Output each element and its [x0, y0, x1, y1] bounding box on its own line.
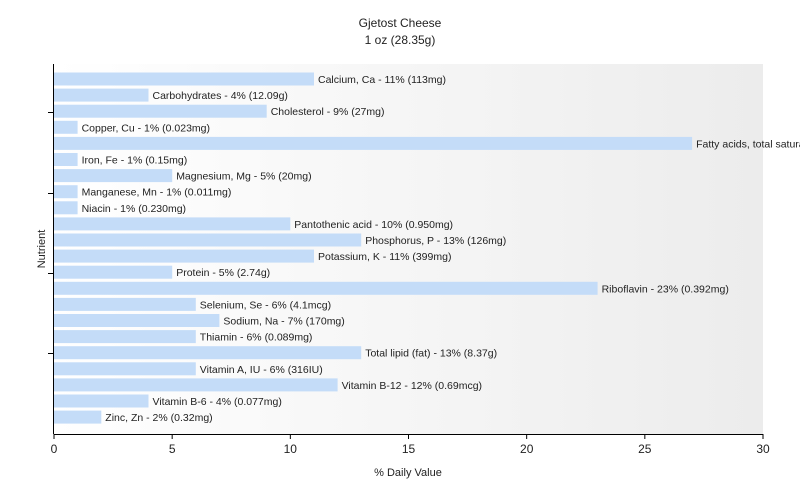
- bar-label: Manganese, Mn - 1% (0.011mg): [82, 187, 232, 199]
- bar-label: Vitamin B-6 - 4% (0.077mg): [153, 396, 282, 408]
- bar-label: Protein - 5% (2.74g): [176, 267, 270, 279]
- bar-label: Riboflavin - 23% (0.392mg): [602, 283, 729, 295]
- bar-label: Potassium, K - 11% (399mg): [318, 251, 451, 263]
- bar: [54, 136, 693, 150]
- x-tick-label: 0: [51, 442, 58, 456]
- chart-subtitle: 1 oz (28.35g): [365, 33, 436, 47]
- bar: [54, 330, 196, 344]
- bar: [54, 153, 78, 166]
- bar: [54, 217, 291, 231]
- bar-label: Thiamin - 6% (0.089mg): [200, 332, 313, 344]
- axes-layer: 0 5 10 15 20 25 30: [48, 64, 770, 456]
- bar: [54, 314, 220, 327]
- bar: [54, 346, 362, 360]
- bar: [54, 281, 598, 295]
- bar: [54, 120, 78, 134]
- bar-label: Phosphorus, P - 13% (126mg): [365, 235, 506, 247]
- bar: [54, 169, 173, 183]
- bar: [54, 378, 338, 392]
- bar: [54, 104, 267, 118]
- x-tick-label: 20: [520, 442, 534, 456]
- bar-label: Magnesium, Mg - 5% (20mg): [176, 171, 311, 183]
- bar-label: Vitamin A, IU - 6% (316IU): [200, 364, 323, 376]
- bar-labels-layer: Calcium, Ca - 11% (113mg) Carbohydrates -…: [82, 74, 800, 424]
- bar-label: Fatty acids, total saturated - 27% (5.43…: [696, 138, 800, 150]
- bar-label: Pantothenic acid - 10% (0.950mg): [294, 219, 453, 231]
- bar: [54, 249, 314, 263]
- bar: [54, 185, 78, 199]
- bar-label: Calcium, Ca - 11% (113mg): [318, 74, 446, 86]
- x-axis-label: % Daily Value: [374, 467, 442, 479]
- bar-label: Total lipid (fat) - 13% (8.37g): [365, 348, 497, 360]
- bar-label: Niacin - 1% (0.230mg): [82, 203, 186, 215]
- bar-label: Iron, Fe - 1% (0.15mg): [82, 155, 188, 167]
- bar: [54, 394, 149, 408]
- bar: [54, 410, 102, 424]
- bar-label: Selenium, Se - 6% (4.1mcg): [200, 299, 331, 311]
- chart-title: Gjetost Cheese: [359, 16, 442, 30]
- bar-label: Cholesterol - 9% (27mg): [271, 106, 385, 118]
- bar-label: Sodium, Na - 7% (170mg): [223, 316, 344, 328]
- bars-layer: [54, 72, 693, 424]
- x-tick-label: 5: [169, 442, 176, 456]
- x-tick-label: 25: [638, 442, 652, 456]
- bar-label: Carbohydrates - 4% (12.09g): [153, 90, 288, 102]
- bar: [54, 362, 196, 376]
- bar: [54, 88, 149, 102]
- x-tick-label: 15: [402, 442, 416, 456]
- x-tick-label: 30: [756, 442, 770, 456]
- bar: [54, 297, 196, 311]
- bar-label: Copper, Cu - 1% (0.023mg): [82, 122, 210, 134]
- y-axis-label: Nutrient: [36, 230, 48, 269]
- bar: [54, 72, 314, 86]
- x-tick-label: 10: [284, 442, 298, 456]
- bar-label: Zinc, Zn - 2% (0.32mg): [105, 412, 212, 424]
- bar: [54, 201, 78, 215]
- bar: [54, 233, 362, 247]
- bar-label: Vitamin B-12 - 12% (0.69mcg): [342, 380, 482, 392]
- bar: [54, 265, 173, 279]
